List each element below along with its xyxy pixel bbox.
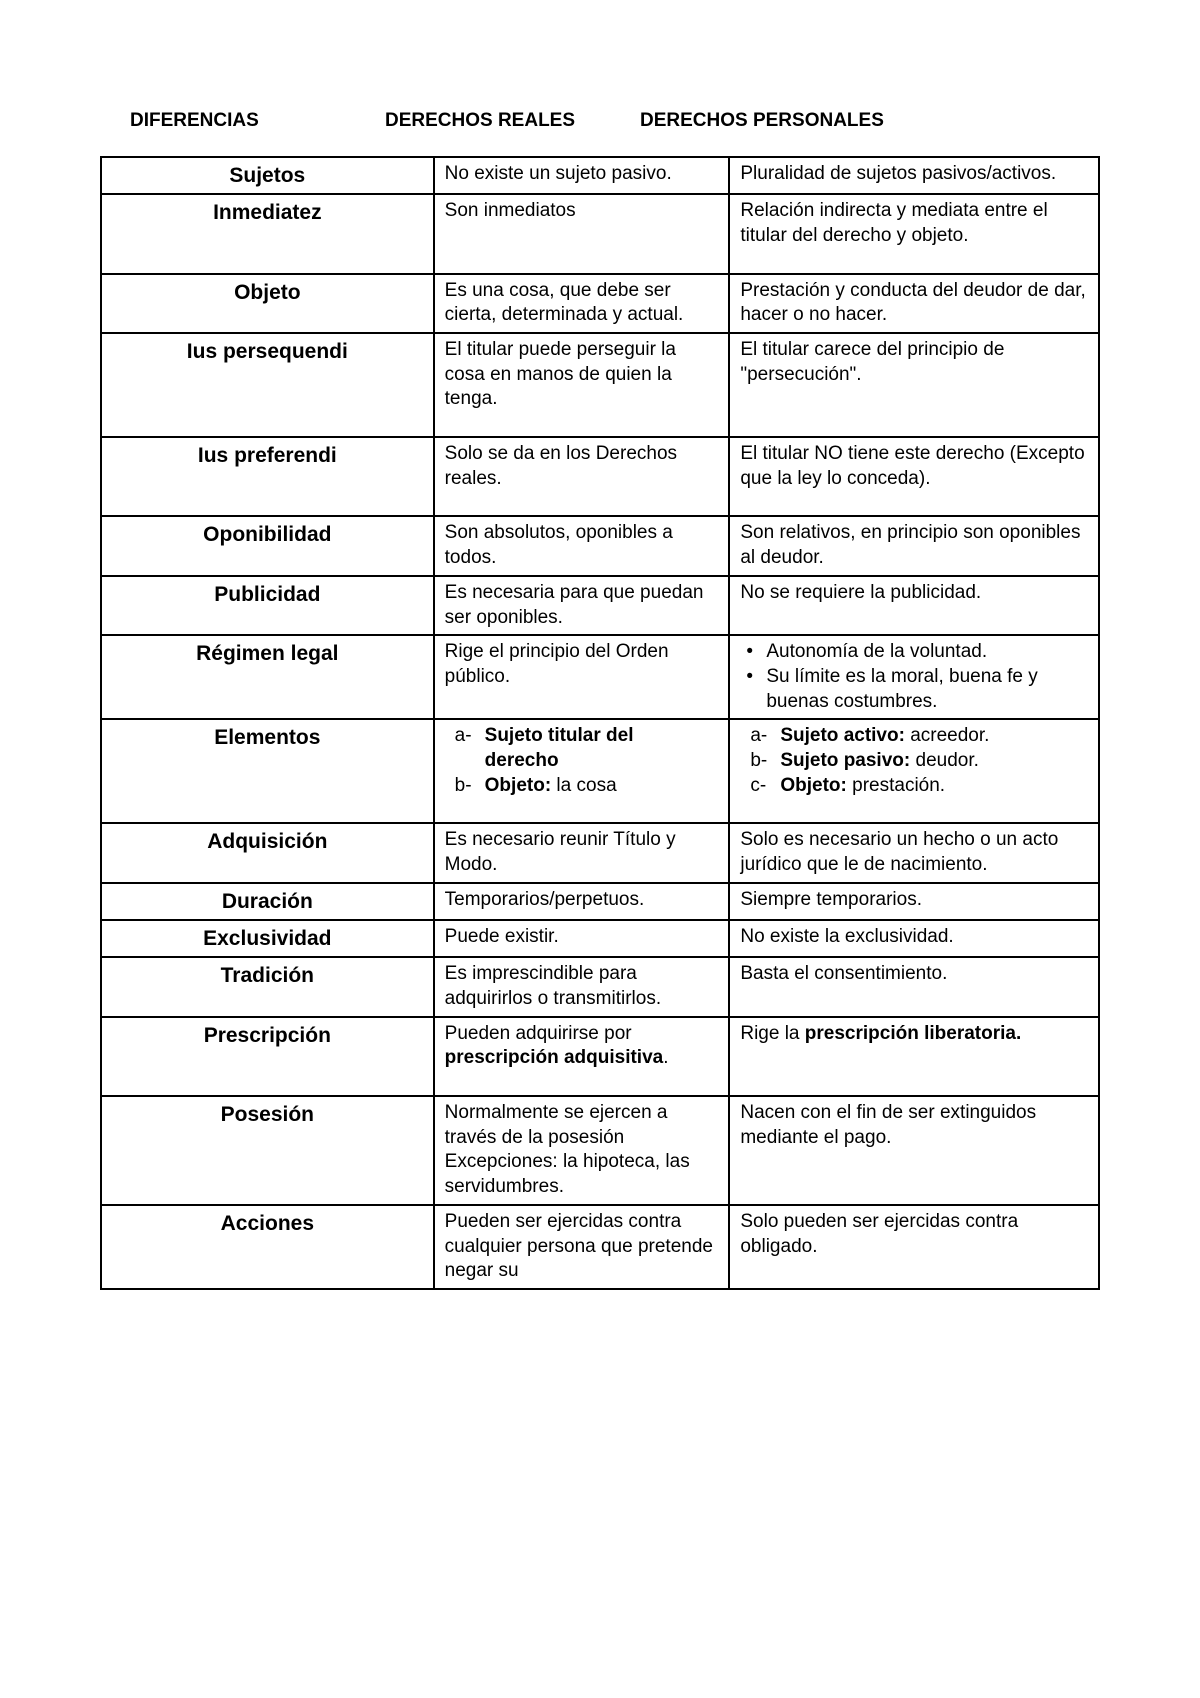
cell-personales: Siempre temporarios. [729,883,1099,920]
bullet-icon: • [740,665,766,714]
bullet-icon: • [740,640,766,665]
cell-personales: Solo pueden ser ejercidas contra obligad… [729,1205,1099,1289]
table-row: Sujetos No existe un sujeto pasivo. Plur… [101,157,1099,194]
cell-personales: Nacen con el fin de ser extinguidos medi… [729,1096,1099,1205]
table-row: Elementos a-Sujeto titular del derecho b… [101,719,1099,823]
row-label: Exclusividad [101,920,434,957]
table-row: Duración Temporarios/perpetuos. Siempre … [101,883,1099,920]
table-row: Régimen legal Rige el principio del Orde… [101,635,1099,719]
cell-reales: Son absolutos, oponibles a todos. [434,516,730,575]
cell-personales: Prestación y conducta del deudor de dar,… [729,274,1099,333]
cell-personales: Solo es necesario un hecho o un acto jur… [729,823,1099,882]
header-derechos-reales: DERECHOS REALES [370,110,610,132]
row-label: Régimen legal [101,635,434,719]
list-marker: b- [455,774,485,799]
table-row: Ius preferendi Solo se da en los Derecho… [101,437,1099,516]
table-row: Ius persequendi El titular puede persegu… [101,333,1099,437]
cell-personales: Basta el consentimiento. [729,957,1099,1016]
cell-reales: Es necesaria para que puedan ser oponibl… [434,576,730,635]
cell-personales: No se requiere la publicidad. [729,576,1099,635]
cell-reales: Puede existir. [434,920,730,957]
table-row: Posesión Normalmente se ejercen a través… [101,1096,1099,1205]
comparison-table: Sujetos No existe un sujeto pasivo. Plur… [100,156,1100,1290]
table-row: Oponibilidad Son absolutos, oponibles a … [101,516,1099,575]
cell-reales: Son inmediatos [434,194,730,273]
document-page: DIFERENCIAS DERECHOS REALES DERECHOS PER… [0,0,1200,1350]
table-row: Adquisición Es necesario reunir Título y… [101,823,1099,882]
list-text: Sujeto activo: acreedor. [780,724,1088,749]
table-row: Inmediatez Son inmediatos Relación indir… [101,194,1099,273]
row-label: Ius persequendi [101,333,434,437]
row-label: Sujetos [101,157,434,194]
table-row: Publicidad Es necesaria para que puedan … [101,576,1099,635]
cell-reales: El titular puede perseguir la cosa en ma… [434,333,730,437]
cell-reales: Pueden ser ejercidas contra cualquier pe… [434,1205,730,1289]
row-label: Acciones [101,1205,434,1289]
list-marker: b- [750,749,780,774]
cell-personales: •Autonomía de la voluntad. •Su límite es… [729,635,1099,719]
row-label: Publicidad [101,576,434,635]
cell-reales: Pueden adquirirse por prescripción adqui… [434,1017,730,1096]
cell-reales: Temporarios/perpetuos. [434,883,730,920]
row-label: Objeto [101,274,434,333]
table-row: Objeto Es una cosa, que debe ser cierta,… [101,274,1099,333]
row-label: Posesión [101,1096,434,1205]
cell-personales: No existe la exclusividad. [729,920,1099,957]
cell-personales: a-Sujeto activo: acreedor. b-Sujeto pasi… [729,719,1099,823]
list-text: Sujeto titular del [485,724,719,749]
cell-personales: El titular NO tiene este derecho (Except… [729,437,1099,516]
table-row: Tradición Es imprescindible para adquiri… [101,957,1099,1016]
cell-personales: El titular carece del principio de "pers… [729,333,1099,437]
header-diferencias: DIFERENCIAS [100,110,370,132]
cell-reales: Es imprescindible para adquirirlos o tra… [434,957,730,1016]
row-label: Ius preferendi [101,437,434,516]
table-row: Acciones Pueden ser ejercidas contra cua… [101,1205,1099,1289]
cell-personales: Pluralidad de sujetos pasivos/activos. [729,157,1099,194]
row-label: Adquisición [101,823,434,882]
table-headers: DIFERENCIAS DERECHOS REALES DERECHOS PER… [100,110,1100,132]
list-text: Objeto: prestación. [780,774,1088,799]
row-label: Duración [101,883,434,920]
bullet-text: Su límite es la moral, buena fe y buenas… [766,665,1088,714]
cell-reales: Es necesario reunir Título y Modo. [434,823,730,882]
cell-personales: Relación indirecta y mediata entre el ti… [729,194,1099,273]
cell-reales: No existe un sujeto pasivo. [434,157,730,194]
bullet-text: Autonomía de la voluntad. [766,640,1088,665]
table-row: Prescripción Pueden adquirirse por presc… [101,1017,1099,1096]
list-marker: a- [750,724,780,749]
list-text: Sujeto pasivo: deudor. [780,749,1088,774]
cell-personales: Son relativos, en principio son oponible… [729,516,1099,575]
header-derechos-personales: DERECHOS PERSONALES [610,110,910,132]
cell-reales: Rige el principio del Orden público. [434,635,730,719]
row-label: Tradición [101,957,434,1016]
row-label: Prescripción [101,1017,434,1096]
cell-reales: Solo se da en los Derechos reales. [434,437,730,516]
cell-personales: Rige la prescripción liberatoria. [729,1017,1099,1096]
list-continuation: derecho [445,749,719,774]
row-label: Elementos [101,719,434,823]
row-label: Inmediatez [101,194,434,273]
cell-reales: Es una cosa, que debe ser cierta, determ… [434,274,730,333]
list-marker: a- [455,724,485,749]
cell-reales: Normalmente se ejercen a través de la po… [434,1096,730,1205]
list-text: Objeto: la cosa [485,774,719,799]
row-label: Oponibilidad [101,516,434,575]
table-row: Exclusividad Puede existir. No existe la… [101,920,1099,957]
cell-reales: a-Sujeto titular del derecho b-Objeto: l… [434,719,730,823]
list-marker: c- [750,774,780,799]
